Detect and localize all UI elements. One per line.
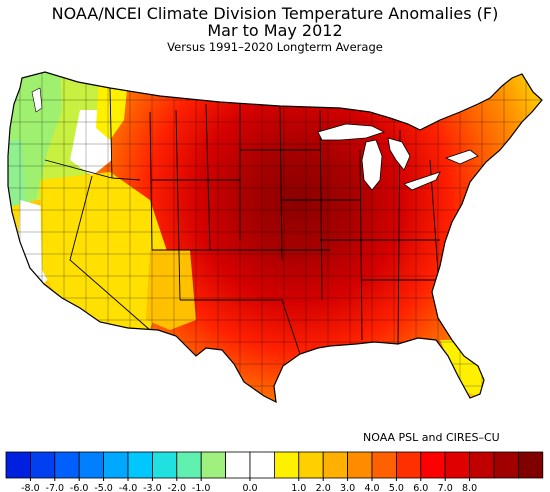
color-scale-legend: -8.0 -7.0 -6.0 -5.0 -4.0 -3.0 -2.0 -1.0 0.0 1.0 2.… [5, 451, 544, 492]
legend-swatch [249, 451, 275, 479]
legend-swatch [395, 451, 422, 479]
legend-swatch [200, 451, 226, 479]
legend-swatch [322, 451, 349, 479]
legend-tick-label: -6.0 [70, 483, 89, 492]
legend-tick-label: 0.0 [242, 483, 257, 492]
legend-swatch [29, 451, 56, 479]
legend-tick-label: -4.0 [119, 483, 138, 492]
legend-tick-label: -1.0 [192, 483, 211, 492]
legend-swatch [298, 451, 324, 479]
legend-tick-label: 2.0 [316, 483, 331, 492]
legend-swatch [127, 451, 153, 479]
legend-swatch [371, 451, 397, 479]
legend-swatch [493, 451, 519, 479]
legend-tick-label: -3.0 [143, 483, 162, 492]
puget-sound [31, 87, 43, 113]
map-period: Mar to May 2012 [207, 21, 343, 40]
legend-swatch [273, 451, 300, 479]
legend-tick-label: -2.0 [168, 483, 187, 492]
us-climate-division-map [7, 71, 543, 403]
legend-swatch [103, 451, 129, 479]
legend-tick-label: 5.0 [389, 483, 404, 492]
legend-swatch [469, 451, 495, 479]
legend-swatch [225, 451, 251, 479]
map-title: NOAA/NCEI Climate Division Temperature A… [51, 4, 499, 23]
legend-tick-label: -7.0 [46, 483, 65, 492]
legend-swatch [78, 451, 104, 479]
legend-tick-label: 3.0 [340, 483, 355, 492]
legend-tick-label: 8.0 [462, 483, 477, 492]
legend-tick-label: -5.0 [94, 483, 113, 492]
legend-swatch [54, 451, 80, 479]
legend-tick-label: 4.0 [364, 483, 379, 492]
map-subtitle: Versus 1991–2020 Longterm Average [167, 40, 383, 54]
legend-tick-label: -8.0 [21, 483, 40, 492]
legend-swatch [444, 451, 471, 479]
anomaly-fill [8, 72, 542, 402]
state-boundaries [44, 87, 441, 355]
credit-text: NOAA PSL and CIRES–CU [363, 431, 500, 444]
legend-tick-label: 1.0 [291, 483, 306, 492]
great-lakes [317, 123, 479, 191]
legend-tick-label: 6.0 [413, 483, 428, 492]
legend-tick-label: 7.0 [438, 483, 453, 492]
legend-swatch [151, 451, 178, 479]
legend-swatch [518, 451, 544, 479]
legend-swatch [5, 451, 31, 479]
legend-swatch [347, 451, 373, 479]
legend-swatch [176, 451, 202, 479]
legend-swatch [420, 451, 446, 479]
